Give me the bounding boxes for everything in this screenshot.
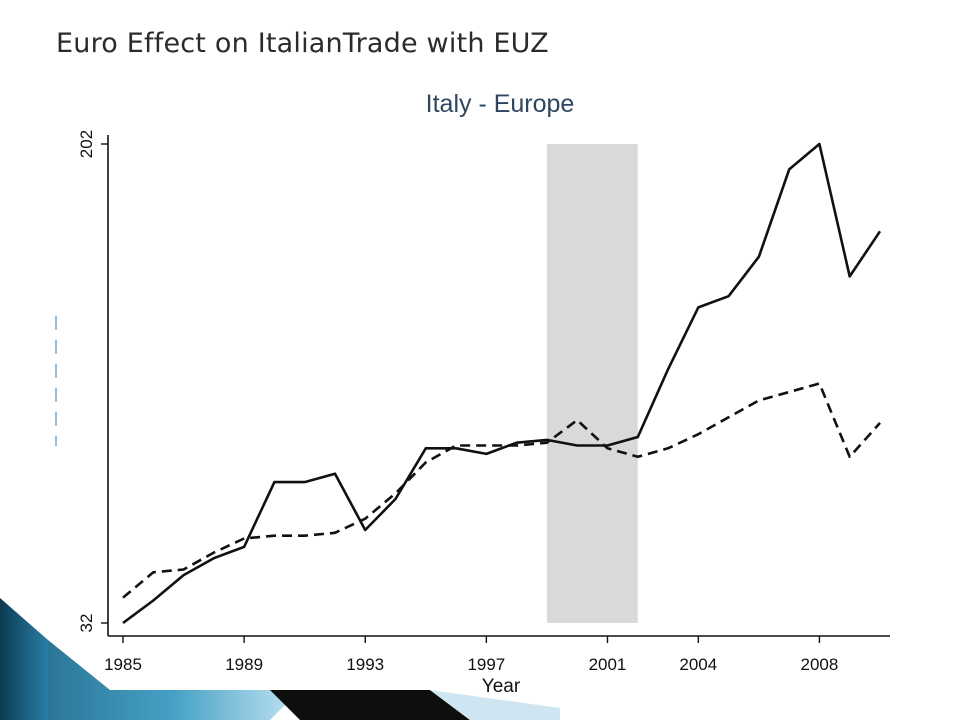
shaded-region <box>546 144 638 623</box>
x-axis-label: Year <box>482 676 521 697</box>
series-line-solid <box>122 142 882 625</box>
x-tick-label: 1997 <box>467 655 505 674</box>
x-tick-label: 1989 <box>225 655 263 674</box>
x-tick-label: 2004 <box>679 655 717 674</box>
x-tick-label: 1985 <box>104 655 142 674</box>
x-tick-label: 2008 <box>801 655 839 674</box>
x-tick-label: 2001 <box>589 655 627 674</box>
slide-title: Euro Effect on ItalianTrade with EUZ <box>56 28 549 59</box>
series-line-dashed <box>122 382 881 599</box>
chart-title: Italy - Europe <box>426 90 575 118</box>
y-tick-label: 202 <box>77 130 96 158</box>
y-tick-label: 32 <box>77 614 96 633</box>
x-tick-label: 1993 <box>346 655 384 674</box>
decorative-dashed-rule <box>55 316 57 446</box>
plot-frame <box>56 90 900 690</box>
